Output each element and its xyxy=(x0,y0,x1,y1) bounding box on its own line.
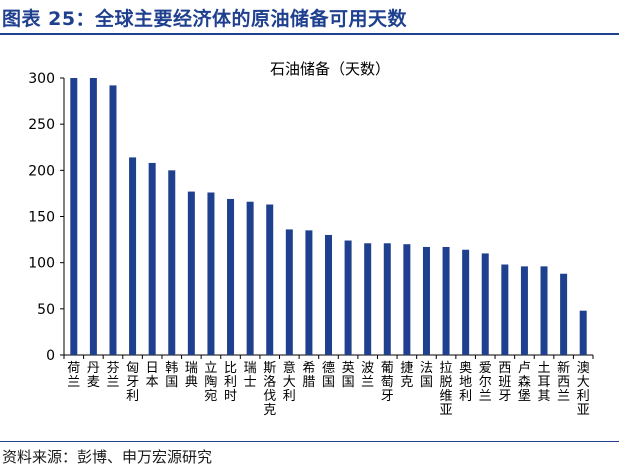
bar xyxy=(246,201,254,355)
source-note: 资料来源：彭博、申万宏源研究 xyxy=(2,448,213,466)
x-tick-label: 荷兰 xyxy=(67,361,80,390)
y-tick-label: 50 xyxy=(37,302,55,318)
x-tick-label: 芬兰 xyxy=(106,361,119,390)
y-tick-label: 0 xyxy=(46,348,55,364)
bar xyxy=(422,246,430,355)
x-tick-label: 意大利 xyxy=(283,360,296,404)
bar xyxy=(266,204,274,355)
bar xyxy=(501,264,509,355)
x-tick-label: 匈牙利 xyxy=(126,361,139,404)
source-divider xyxy=(0,441,619,442)
x-tick-label: 新西兰 xyxy=(557,360,570,404)
bar xyxy=(344,240,352,355)
x-tick-label: 瑞典 xyxy=(185,361,198,390)
bar xyxy=(285,229,293,355)
bar xyxy=(70,78,78,355)
bar xyxy=(325,234,332,355)
x-tick-label: 西班牙 xyxy=(498,361,511,404)
x-tick-label: 卢森堡 xyxy=(518,360,531,404)
y-tick-label: 300 xyxy=(28,71,55,87)
x-tick-label: 爱尔兰 xyxy=(479,361,492,404)
bar xyxy=(187,191,195,355)
bar xyxy=(168,170,176,355)
x-tick-label: 拉脱维亚 xyxy=(440,361,453,418)
x-tick-label: 英国 xyxy=(342,361,355,390)
bar xyxy=(129,157,137,355)
chart-title: 石油储备（天数） xyxy=(270,60,390,78)
x-tick-label: 丹麦 xyxy=(87,361,100,390)
y-tick-label: 100 xyxy=(28,256,55,272)
x-tick-label: 法国 xyxy=(420,361,433,390)
bar xyxy=(442,246,450,355)
x-tick-label: 斯洛伐克 xyxy=(263,361,276,418)
bar xyxy=(109,85,117,356)
y-tick-label: 200 xyxy=(28,163,55,179)
bar xyxy=(383,243,391,355)
x-tick-label: 奥地利 xyxy=(459,361,472,404)
x-axis xyxy=(63,354,594,359)
bar xyxy=(89,78,97,355)
figure-title: 图表 25：全球主要经济体的原油储备可用天数 xyxy=(2,8,408,30)
x-tick-label: 日本 xyxy=(146,361,159,390)
x-tick-label: 比利时 xyxy=(224,361,237,404)
x-tick-label: 土耳其 xyxy=(538,361,551,404)
bar xyxy=(520,266,528,355)
bar xyxy=(540,266,548,355)
bar xyxy=(403,244,411,355)
x-tick-label: 韩国 xyxy=(165,361,178,390)
y-tick-label: 150 xyxy=(28,210,55,226)
x-tick-labels: 荷兰丹麦芬兰匈牙利日本韩国瑞典立陶宛比利时瑞士斯洛伐克意大利希腊德国英国波兰葡萄… xyxy=(67,360,589,418)
bar xyxy=(560,273,568,355)
bar-chart: 石油储备（天数） 0 50 100 150 200 250 300 荷兰丹麦芬兰匈牙利日本韩… xyxy=(28,60,594,418)
x-tick-label: 德国 xyxy=(322,361,335,390)
y-tick-label: 250 xyxy=(28,117,55,133)
title-divider xyxy=(0,33,619,35)
x-tick-label: 波兰 xyxy=(361,361,374,390)
x-tick-label: 捷克 xyxy=(400,361,413,390)
bar xyxy=(305,230,313,355)
bar xyxy=(481,253,489,355)
x-tick-label: 希腊 xyxy=(302,361,315,390)
bar xyxy=(364,243,372,355)
x-tick-label: 瑞士 xyxy=(244,361,257,390)
bars xyxy=(70,78,587,356)
x-tick-label: 澳大利亚 xyxy=(577,360,590,418)
bar xyxy=(462,249,470,355)
bar xyxy=(148,162,156,355)
bar xyxy=(207,192,215,355)
bar xyxy=(579,310,587,355)
x-tick-label: 葡萄牙 xyxy=(381,361,394,404)
y-axis: 0 50 100 150 200 250 300 xyxy=(28,71,65,364)
bar xyxy=(227,198,235,355)
x-tick-label: 立陶宛 xyxy=(204,361,217,404)
